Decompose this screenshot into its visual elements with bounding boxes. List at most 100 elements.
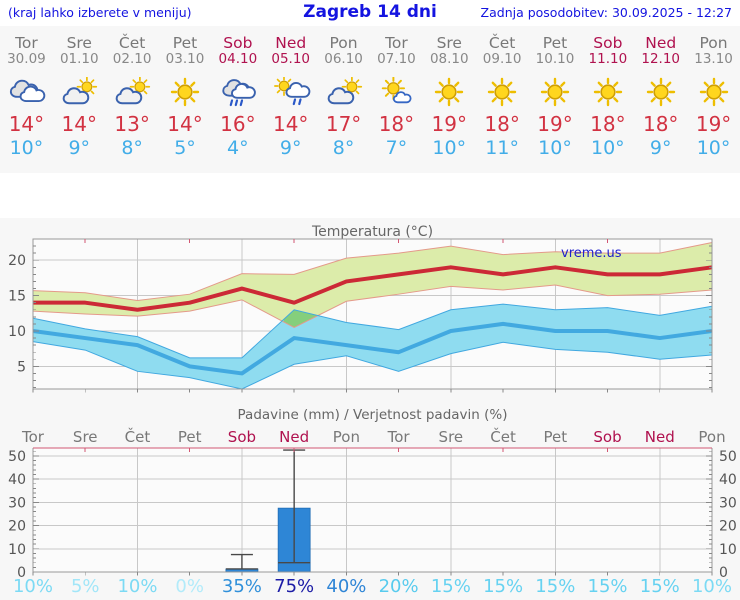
precip-day-label: Čet bbox=[125, 427, 151, 446]
temp-chart-title: Temperatura (°C) bbox=[311, 224, 433, 240]
day-date-label: 03.10 bbox=[165, 51, 205, 67]
max-temp-label: 14° bbox=[167, 112, 203, 136]
probability-label: 15% bbox=[431, 576, 471, 597]
y-axis-label-right: 40 bbox=[719, 472, 737, 488]
precip-day-label: Sre bbox=[73, 428, 98, 446]
precip-day-label: Pon bbox=[333, 428, 360, 446]
day-date-label: 06.10 bbox=[324, 51, 363, 67]
day-name-label: Sob bbox=[593, 34, 623, 52]
max-temp-label: 14° bbox=[272, 112, 309, 136]
precip-day-label: Tor bbox=[21, 428, 45, 446]
day-date-label: 12.10 bbox=[641, 51, 681, 67]
min-temp-label: 10° bbox=[591, 137, 625, 159]
probability-label: 75% bbox=[274, 576, 314, 597]
forecast-day-column: Ned 12.10 18° 9° bbox=[634, 26, 687, 173]
precip-day-label: Sob bbox=[228, 428, 256, 446]
min-temp-label: 10° bbox=[432, 137, 467, 159]
y-axis-label-left: 0 bbox=[17, 565, 26, 581]
sunny-icon bbox=[476, 77, 529, 108]
forecast-day-column: Pet 03.10 14° 5° bbox=[159, 26, 212, 173]
min-temp-label: 8° bbox=[121, 137, 143, 159]
precip-day-label: Čet bbox=[490, 427, 516, 446]
forecast-day-column: Tor 30.09 14° 10° bbox=[0, 26, 53, 173]
day-date-label: 01.10 bbox=[59, 51, 99, 67]
max-temp-label: 19° bbox=[431, 112, 467, 136]
page-title: Zagreb 14 dni bbox=[303, 2, 437, 22]
day-date-label: 04.10 bbox=[218, 51, 258, 67]
forecast-day-column: Pet 10.10 19° 10° bbox=[529, 26, 582, 173]
min-temp-label: 10° bbox=[9, 137, 44, 159]
band-edge bbox=[32, 284, 713, 329]
min-temp-label: 7° bbox=[385, 137, 408, 159]
y-axis-label-left: 20 bbox=[8, 519, 26, 535]
probability-label: 35% bbox=[222, 576, 262, 597]
min-temp-label: 11° bbox=[485, 137, 519, 159]
cloudy-icon bbox=[0, 77, 53, 108]
probability-label: 15% bbox=[483, 576, 523, 597]
day-name-label: Sre bbox=[436, 34, 462, 52]
temperature-chart: Temperatura (°C) 5 10 15 20 vreme.us bbox=[8, 224, 713, 393]
sunny-icon bbox=[423, 77, 476, 108]
probability-label: 15% bbox=[535, 576, 575, 597]
day-name-label: Ned bbox=[645, 34, 677, 52]
y-axis-label-right: 30 bbox=[719, 495, 737, 511]
y-axis-label-right: 0 bbox=[719, 565, 728, 581]
precip-day-label: Pet bbox=[543, 428, 567, 446]
page-header: (kraj lahko izberete v meniju) Zagreb 14… bbox=[0, 0, 740, 26]
sun-rain-icon bbox=[264, 77, 317, 108]
max-temp-label: 13° bbox=[114, 112, 150, 136]
forecast-day-column: Sre 08.10 19° 10° bbox=[423, 26, 476, 173]
precip-day-label: Pon bbox=[698, 428, 725, 446]
forecast-day-column: Sre 01.10 14° 9° bbox=[53, 26, 106, 173]
max-temp-label: 19° bbox=[537, 112, 573, 136]
y-axis-label-left: 10 bbox=[8, 542, 26, 558]
min-temp-label: 9° bbox=[68, 137, 91, 159]
y-axis-label: 10 bbox=[8, 324, 26, 340]
partly-icon bbox=[317, 77, 370, 108]
day-name-label: Pet bbox=[172, 34, 198, 52]
partly-icon bbox=[106, 77, 159, 108]
min-temp-label: 10° bbox=[538, 137, 572, 159]
forecast-day-column: Sob 11.10 18° 10° bbox=[581, 26, 634, 173]
min-temp-label: 10° bbox=[696, 137, 731, 159]
day-name-label: Sre bbox=[66, 34, 92, 52]
forecast-strip: Tor 30.09 14° 10° Sre 01.10 14° 9° Čet 0… bbox=[0, 26, 740, 173]
min-temp-label: 4° bbox=[227, 137, 249, 159]
max-temp-label: 14° bbox=[61, 112, 97, 136]
rain-icon bbox=[211, 77, 264, 108]
probability-label: 40% bbox=[326, 576, 366, 597]
forecast-day-column: Pon 13.10 19° 10° bbox=[687, 26, 740, 173]
day-name-label: Čet bbox=[118, 34, 146, 52]
probability-label: 20% bbox=[379, 576, 419, 597]
day-name-label: Tor bbox=[385, 34, 408, 52]
mostly-sunny-icon bbox=[370, 77, 423, 108]
forecast-day-column: Čet 02.10 13° 8° bbox=[106, 26, 159, 173]
band-edge bbox=[32, 341, 713, 390]
day-date-label: 30.09 bbox=[7, 51, 46, 67]
max-temp-label: 18° bbox=[378, 112, 415, 136]
vreme-watermark-link[interactable]: vreme.us bbox=[561, 246, 622, 261]
forecast-day-column: Tor 07.10 18° 7° bbox=[370, 26, 423, 173]
forecast-day-column: Sob 04.10 16° 4° bbox=[211, 26, 264, 173]
menu-hint-text: (kraj lahko izberete v meniju) bbox=[8, 5, 192, 20]
day-name-label: Pon bbox=[329, 34, 358, 52]
tmin-line bbox=[32, 321, 713, 376]
precip-plot-border bbox=[32, 448, 713, 573]
precip-plot-area bbox=[33, 448, 712, 572]
max-temp-label: 14° bbox=[8, 112, 45, 136]
sunny-icon bbox=[159, 77, 212, 108]
precip-day-label: Tor bbox=[387, 428, 411, 446]
probability-label: 15% bbox=[588, 576, 628, 597]
probability-label: 15% bbox=[640, 576, 680, 597]
precip-day-label: Sob bbox=[593, 428, 621, 446]
max-temp-label: 19° bbox=[695, 112, 732, 136]
day-name-label: Ned bbox=[275, 34, 307, 52]
forecast-day-column: Ned 05.10 14° 9° bbox=[264, 26, 317, 173]
min-temp-label: 9° bbox=[279, 137, 302, 159]
day-date-label: 09.10 bbox=[482, 51, 522, 67]
day-name-label: Čet bbox=[488, 34, 516, 52]
band-edge bbox=[32, 303, 713, 359]
precip-day-label: Ned bbox=[645, 428, 675, 446]
temp-plot-border bbox=[32, 238, 713, 390]
